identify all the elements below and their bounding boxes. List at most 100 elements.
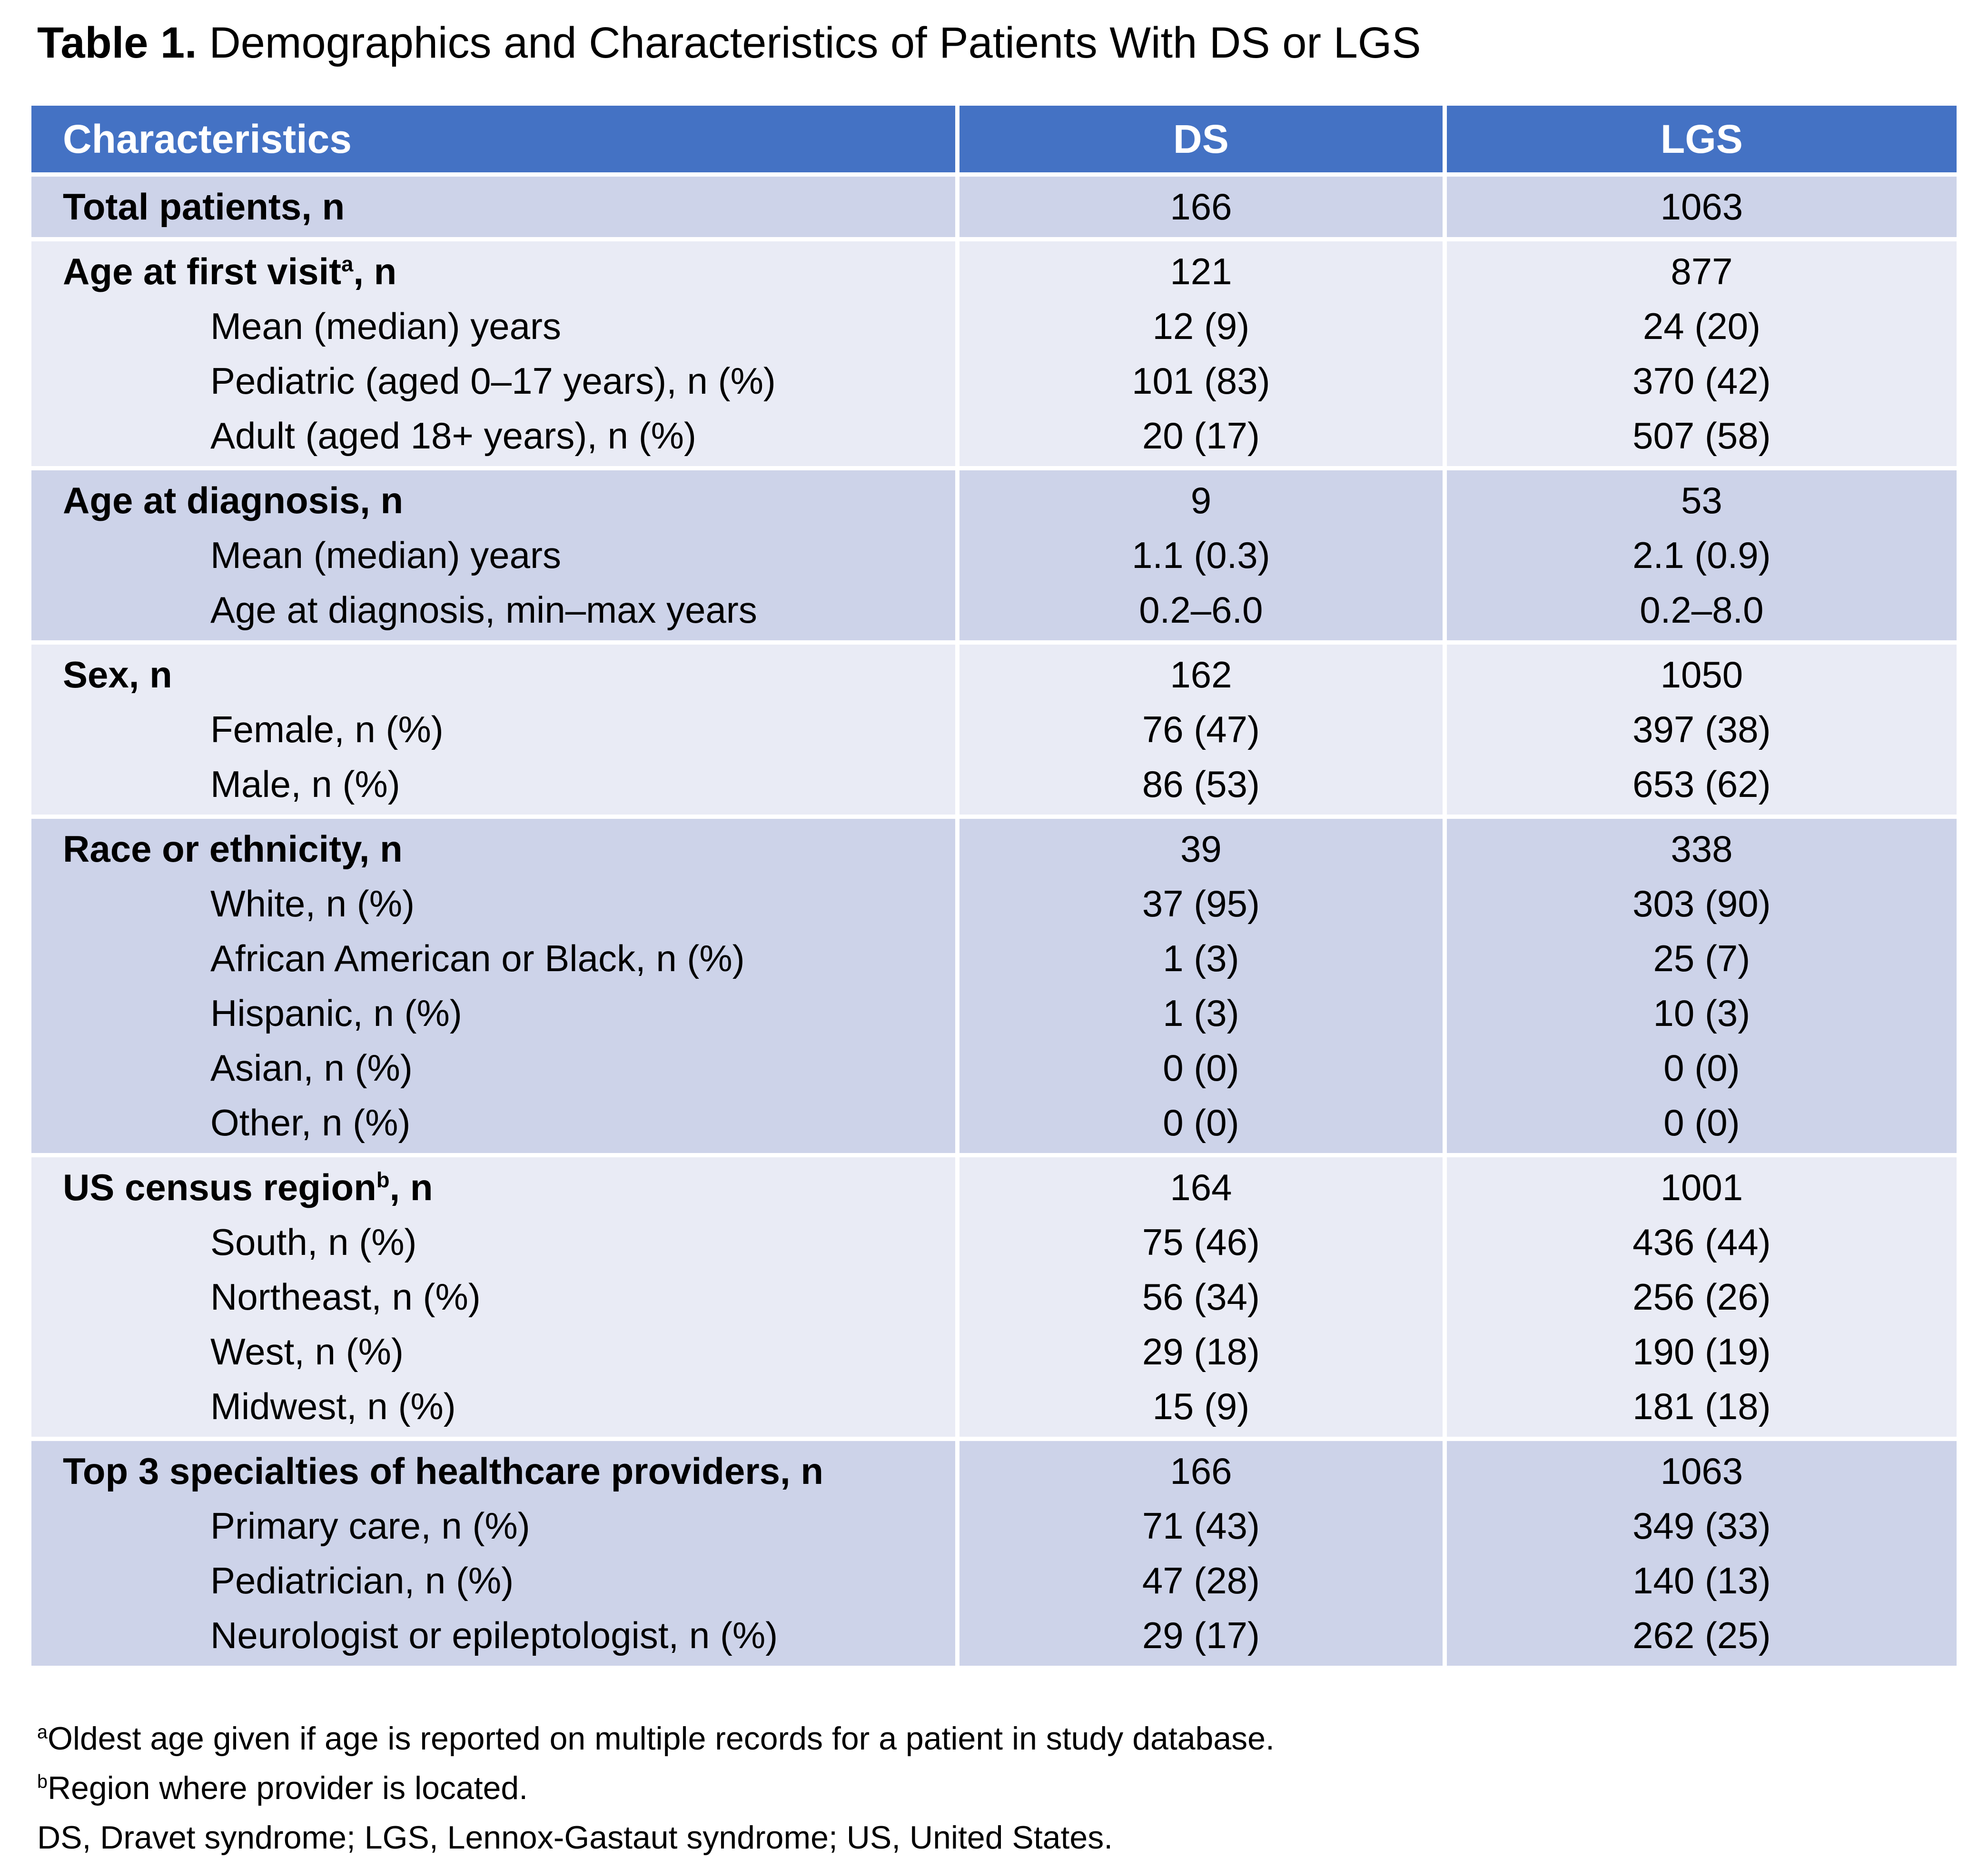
footnotes: aOldest age given if age is reported on … xyxy=(37,1714,1275,1862)
ds-value: 29 (18) xyxy=(1142,1331,1260,1372)
ds-value: 39 xyxy=(1180,828,1222,870)
ds-value: 76 (47) xyxy=(1142,708,1260,750)
characteristic-label: Age at diagnosis, min–max years xyxy=(210,589,757,631)
lgs-value: 397 (38) xyxy=(1632,708,1771,750)
footnote-marker: a xyxy=(341,252,354,276)
ds-value: 86 (53) xyxy=(1142,763,1260,805)
lgs-value: 349 (33) xyxy=(1632,1505,1771,1547)
ds-cell: 166 71 (43) 47 (28) 29 (17) xyxy=(959,1441,1443,1666)
ds-value: 166 xyxy=(1170,1450,1232,1492)
characteristics-cell: Total patients, n xyxy=(31,177,955,237)
characteristics-cell: Age at diagnosis, n Mean (median) years Ag… xyxy=(31,470,955,640)
ds-value: 0 (0) xyxy=(1163,1102,1239,1143)
lgs-value: 303 (90) xyxy=(1632,883,1771,925)
ds-value: 1 (3) xyxy=(1163,937,1239,979)
ds-value: 12 (9) xyxy=(1152,305,1250,347)
characteristic-label: Neurologist or epileptologist, n (%) xyxy=(210,1614,778,1656)
characteristic-group-label: Race or ethnicity, n xyxy=(63,828,403,870)
lgs-value: 507 (58) xyxy=(1632,415,1771,457)
ds-cell: 164 75 (46) 56 (34) 29 (18) 15 (9) xyxy=(959,1157,1443,1437)
lgs-value: 877 xyxy=(1671,250,1733,292)
characteristic-group-label: Total patients, n xyxy=(63,186,345,228)
lgs-value: 25 (7) xyxy=(1653,937,1751,979)
lgs-value: 0 (0) xyxy=(1663,1102,1740,1143)
ds-value: 101 (83) xyxy=(1132,360,1270,402)
footnote-marker: b xyxy=(37,1771,48,1792)
ds-value: 0.2–6.0 xyxy=(1139,589,1263,631)
table-section-row: Top 3 specialties of healthcare provider… xyxy=(31,1441,1957,1666)
characteristic-label: Primary care, n (%) xyxy=(210,1505,530,1547)
table-title-text: Demographics and Characteristics of Pati… xyxy=(209,19,1421,67)
characteristic-label: Male, n (%) xyxy=(210,763,400,805)
table-body: Total patients, n 166 1063 Age at first vis… xyxy=(31,177,1957,1666)
lgs-value: 653 (62) xyxy=(1632,763,1771,805)
characteristic-label: Asian, n (%) xyxy=(210,1047,413,1089)
lgs-cell: 877 24 (20) 370 (42) 507 (58) xyxy=(1446,241,1957,466)
ds-value: 20 (17) xyxy=(1142,415,1260,457)
ds-value: 47 (28) xyxy=(1142,1560,1260,1601)
ds-value: 71 (43) xyxy=(1142,1505,1260,1547)
table-title: Table 1. Demographics and Characteristic… xyxy=(37,14,1421,71)
characteristic-group-label: Top 3 specialties of healthcare provider… xyxy=(63,1450,824,1492)
header-row: Characteristics DS LGS xyxy=(31,106,1957,172)
characteristic-label: Midwest, n (%) xyxy=(210,1385,456,1427)
lgs-value: 140 (13) xyxy=(1632,1560,1771,1601)
lgs-value: 1050 xyxy=(1660,654,1743,696)
lgs-value: 181 (18) xyxy=(1632,1385,1771,1427)
footnote-marker: a xyxy=(37,1721,48,1743)
demographics-table: Characteristics DS LGS Total patients, n 16… xyxy=(27,101,1961,1670)
lgs-cell: 53 2.1 (0.9) 0.2–8.0 xyxy=(1446,470,1957,640)
ds-value: 1.1 (0.3) xyxy=(1132,534,1270,576)
characteristic-label: West, n (%) xyxy=(210,1331,404,1372)
characteristics-cell: Top 3 specialties of healthcare provider… xyxy=(31,1441,955,1666)
characteristic-group-label: Age at diagnosis, n xyxy=(63,479,404,521)
characteristic-label: White, n (%) xyxy=(210,883,415,925)
lgs-value: 10 (3) xyxy=(1653,992,1751,1034)
ds-cell: 162 76 (47) 86 (53) xyxy=(959,645,1443,815)
table-section-row: Age at diagnosis, n Mean (median) years Ag… xyxy=(31,470,1957,640)
characteristic-label: Pediatrician, n (%) xyxy=(210,1560,514,1601)
footnote: aOldest age given if age is reported on … xyxy=(37,1720,1275,1757)
ds-value: 75 (46) xyxy=(1142,1221,1260,1263)
lgs-cell: 1001 436 (44) 256 (26) 190 (19) 181 (18) xyxy=(1446,1157,1957,1437)
table-section-row: Sex, n Female, n (%) Male, n (%) 162 76 (47)… xyxy=(31,645,1957,815)
column-header-characteristics: Characteristics xyxy=(31,106,955,172)
lgs-value: 256 (26) xyxy=(1632,1276,1771,1318)
characteristic-label: African American or Black, n (%) xyxy=(210,937,745,979)
lgs-value: 53 xyxy=(1681,479,1722,521)
ds-cell: 166 xyxy=(959,177,1443,237)
lgs-value: 370 (42) xyxy=(1632,360,1771,402)
lgs-value: 338 xyxy=(1671,828,1733,870)
characteristic-label: Pediatric (aged 0–17 years), n (%) xyxy=(210,360,776,402)
characteristics-cell: US census regionb, n South, n (%) Northeas… xyxy=(31,1157,955,1437)
lgs-value: 436 (44) xyxy=(1632,1221,1771,1263)
table-section-row: Age at first visita, n Mean (median) year… xyxy=(31,241,1957,466)
characteristic-group-label: Sex, n xyxy=(63,654,172,696)
footnote: DS, Dravet syndrome; LGS, Lennox-Gastaut… xyxy=(37,1819,1113,1856)
ds-value: 166 xyxy=(1170,186,1232,228)
ds-value: 0 (0) xyxy=(1163,1047,1239,1089)
lgs-value: 1063 xyxy=(1660,186,1743,228)
lgs-cell: 1050 397 (38) 653 (62) xyxy=(1446,645,1957,815)
characteristic-label: Adult (aged 18+ years), n (%) xyxy=(210,415,697,457)
lgs-value: 1001 xyxy=(1660,1166,1743,1208)
characteristic-group-label: US census regionb, n xyxy=(63,1166,433,1208)
column-header-lgs: LGS xyxy=(1446,106,1957,172)
ds-value: 162 xyxy=(1170,654,1232,696)
ds-value: 164 xyxy=(1170,1166,1232,1208)
lgs-value: 0 (0) xyxy=(1663,1047,1740,1089)
characteristic-group-label: Age at first visita, n xyxy=(63,250,397,292)
characteristic-label: Other, n (%) xyxy=(210,1102,411,1143)
characteristic-label: Mean (median) years xyxy=(210,305,561,347)
table-number-label: Table 1. xyxy=(37,19,197,67)
lgs-cell: 1063 349 (33) 140 (13) 262 (25) xyxy=(1446,1441,1957,1666)
lgs-value: 24 (20) xyxy=(1642,305,1761,347)
table-section-row: Total patients, n 166 1063 xyxy=(31,177,1957,237)
characteristic-label: Mean (median) years xyxy=(210,534,561,576)
table-header: Characteristics DS LGS xyxy=(31,106,1957,172)
characteristics-cell: Race or ethnicity, n White, n (%) African … xyxy=(31,819,955,1153)
lgs-value: 2.1 (0.9) xyxy=(1632,534,1771,576)
lgs-value: 0.2–8.0 xyxy=(1640,589,1764,631)
table-section-row: Race or ethnicity, n White, n (%) African … xyxy=(31,819,1957,1153)
